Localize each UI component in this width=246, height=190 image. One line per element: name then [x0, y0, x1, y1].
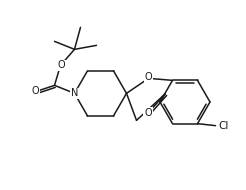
Text: N: N: [71, 88, 78, 98]
Text: O: O: [144, 108, 152, 118]
Text: O: O: [58, 60, 65, 70]
Text: O: O: [32, 86, 39, 96]
Text: O: O: [145, 72, 152, 82]
Text: Cl: Cl: [218, 121, 229, 131]
